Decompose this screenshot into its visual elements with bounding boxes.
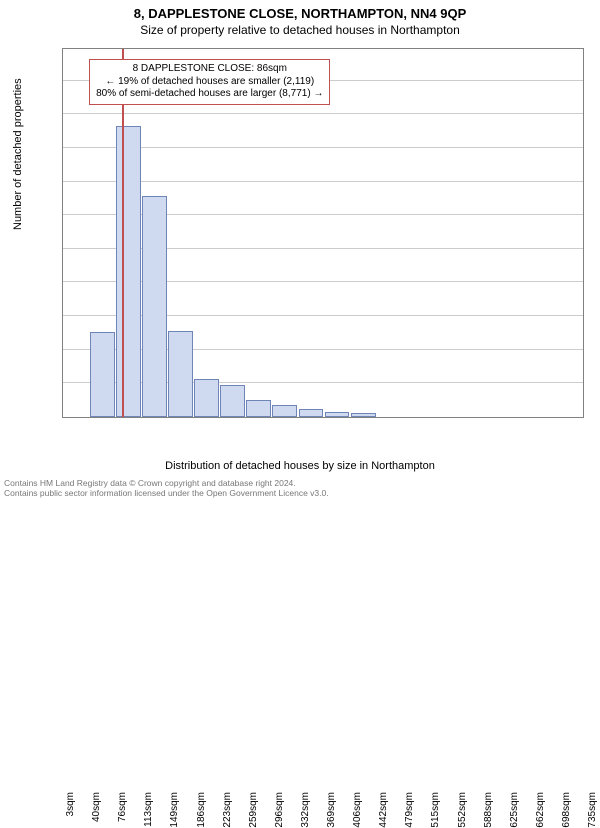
- page-title: 8, DAPPLESTONE CLOSE, NORTHAMPTON, NN4 9…: [0, 0, 600, 21]
- histogram-bar: [299, 409, 324, 417]
- x-tick: 76sqm: [117, 792, 128, 822]
- y-axis-label: Number of detached properties: [12, 78, 24, 230]
- histogram-bar: [142, 196, 167, 417]
- histogram-bar: [325, 412, 350, 417]
- plot-area: 8 DAPPLESTONE CLOSE: 86sqm ← 19% of deta…: [62, 48, 584, 418]
- x-tick: 588sqm: [483, 792, 494, 828]
- histogram-bar: [168, 331, 193, 417]
- footer-line-1: Contains HM Land Registry data © Crown c…: [4, 478, 329, 488]
- x-tick: 552sqm: [457, 792, 468, 828]
- x-tick: 442sqm: [378, 792, 389, 828]
- annotation-box: 8 DAPPLESTONE CLOSE: 86sqm ← 19% of deta…: [89, 59, 330, 105]
- x-axis-label: Distribution of detached houses by size …: [0, 460, 600, 472]
- histogram-bar: [194, 379, 219, 417]
- histogram-bar: [351, 413, 376, 417]
- x-tick: 479sqm: [404, 792, 415, 828]
- x-tick: 515sqm: [430, 792, 441, 828]
- x-tick: 3sqm: [65, 792, 76, 816]
- x-tick: 186sqm: [196, 792, 207, 828]
- footer-attribution: Contains HM Land Registry data © Crown c…: [4, 478, 329, 498]
- histogram-bar: [90, 332, 115, 417]
- x-tick: 332sqm: [300, 792, 311, 828]
- histogram-bar: [272, 405, 297, 417]
- histogram-bar: [220, 385, 245, 417]
- chart-area: 8 DAPPLESTONE CLOSE: 86sqm ← 19% of deta…: [62, 48, 584, 418]
- x-tick: 259sqm: [248, 792, 259, 828]
- annotation-line-3: 80% of semi-detached houses are larger (…: [96, 88, 323, 101]
- annotation-line-2: ← 19% of detached houses are smaller (2,…: [96, 76, 323, 89]
- histogram-bar: [116, 126, 141, 417]
- annotation-line-1: 8 DAPPLESTONE CLOSE: 86sqm: [96, 63, 323, 76]
- x-tick: 296sqm: [274, 792, 285, 828]
- x-tick: 662sqm: [535, 792, 546, 828]
- histogram-bar: [246, 400, 271, 417]
- x-tick: 223sqm: [222, 792, 233, 828]
- x-tick: 369sqm: [326, 792, 337, 828]
- footer-line-2: Contains public sector information licen…: [4, 488, 329, 498]
- x-tick: 698sqm: [561, 792, 572, 828]
- x-tick: 149sqm: [169, 792, 180, 828]
- page-subtitle: Size of property relative to detached ho…: [0, 21, 600, 37]
- x-tick: 735sqm: [587, 792, 598, 828]
- x-tick: 40sqm: [91, 792, 102, 822]
- x-tick: 113sqm: [143, 792, 154, 827]
- x-tick: 625sqm: [509, 792, 520, 828]
- x-tick: 406sqm: [352, 792, 363, 828]
